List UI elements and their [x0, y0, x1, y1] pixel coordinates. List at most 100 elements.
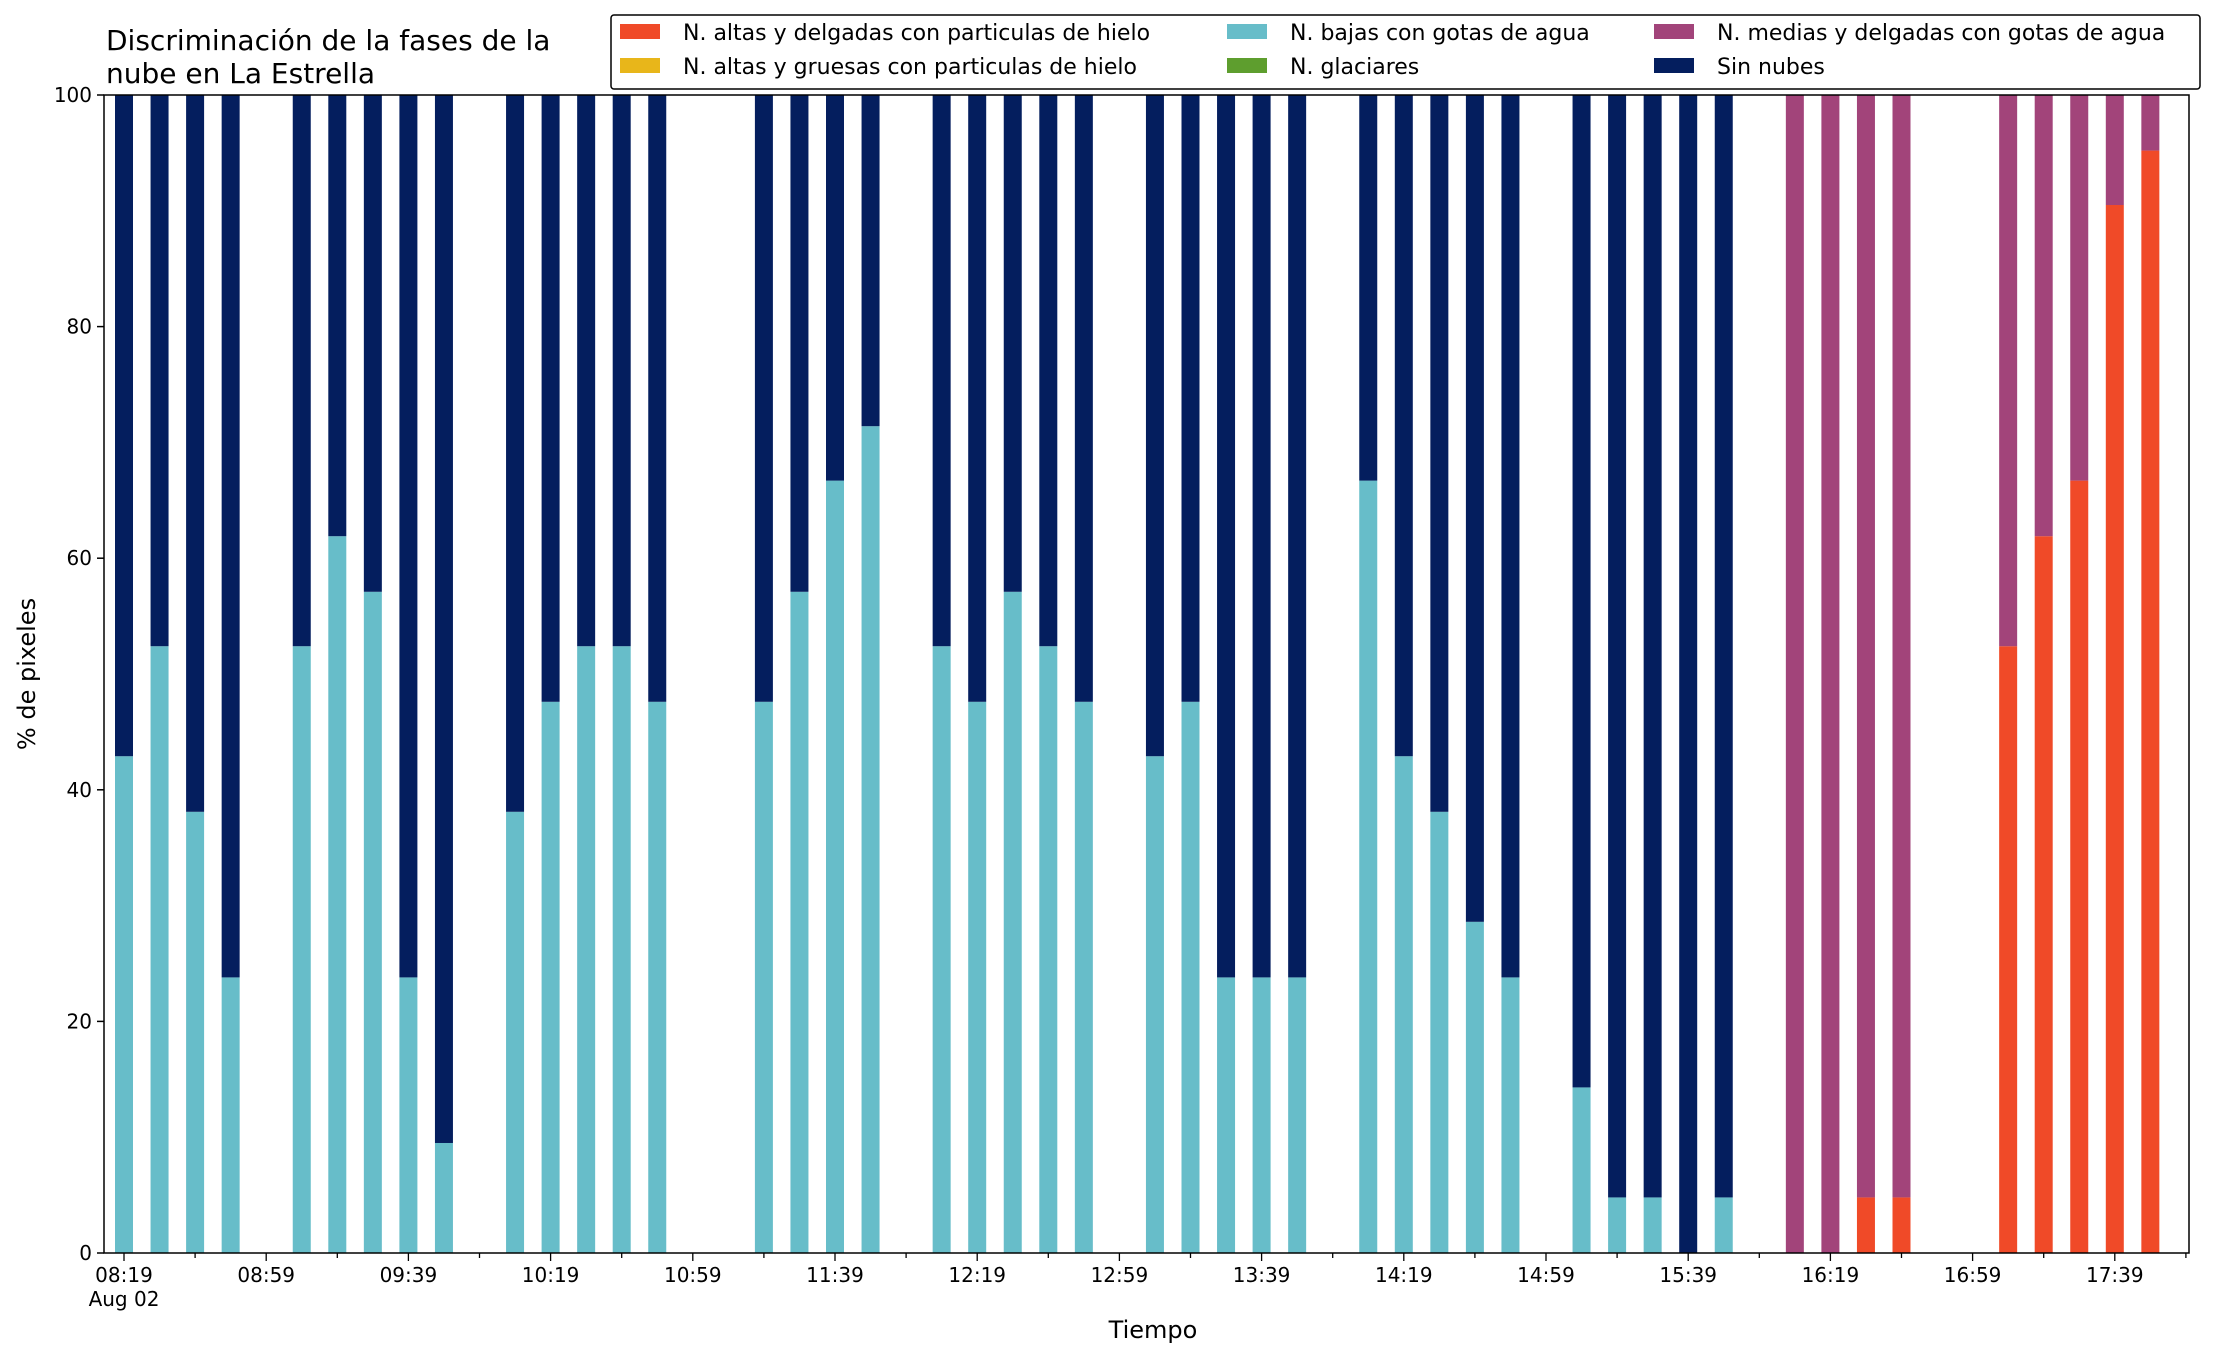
bar-segment-n-bajas-con-gotas-de-agua — [1039, 646, 1058, 1253]
bar-segment-n-altas-y-delgadas-con-particulas-de-hielo — [2034, 536, 2053, 1253]
bar-segment-n-bajas-con-gotas-de-agua — [1359, 480, 1378, 1253]
x-tick-label: 16:59 — [1944, 1263, 2002, 1287]
bar-segment-n-altas-y-delgadas-con-particulas-de-hielo — [1892, 1197, 1911, 1253]
bar-1439 — [1465, 95, 1484, 1253]
bar-segment-sin-nubes — [1003, 95, 1022, 592]
y-axis: 0 20 40 60 80 100 — [54, 83, 104, 1265]
bar-segment-n-bajas-con-gotas-de-agua — [1145, 756, 1164, 1253]
bar-segment-n-bajas-con-gotas-de-agua — [399, 977, 418, 1253]
bar-1729 — [2070, 95, 2089, 1253]
bar-segment-sin-nubes — [968, 95, 987, 702]
bar-1549 — [1714, 95, 1733, 1253]
bar-segment-n-medias-y-delgadas-con-gotas-de-agua — [2141, 95, 2160, 151]
bar-segment-sin-nubes — [399, 95, 418, 978]
legend-frame — [610, 14, 2201, 90]
bar-segment-sin-nubes — [1145, 95, 1164, 757]
bar-segment-n-bajas-con-gotas-de-agua — [1465, 921, 1484, 1253]
bar-segment-sin-nubes — [861, 95, 880, 427]
bar-segment-n-altas-y-delgadas-con-particulas-de-hielo — [2141, 150, 2160, 1254]
bar-segment-n-bajas-con-gotas-de-agua — [932, 646, 951, 1253]
bar-segment-n-altas-y-delgadas-con-particulas-de-hielo — [2070, 480, 2089, 1253]
bar-segment-sin-nubes — [1074, 95, 1093, 702]
bar-0919 — [328, 95, 347, 1253]
bar-segment-n-bajas-con-gotas-de-agua — [1572, 1087, 1591, 1253]
bar-1519 — [1608, 95, 1627, 1253]
bar-segment-n-bajas-con-gotas-de-agua — [1608, 1197, 1627, 1253]
bar-segment-n-bajas-con-gotas-de-agua — [612, 646, 631, 1253]
bar-1139 — [826, 95, 844, 1253]
x-tick-label: 17:39 — [2086, 1263, 2144, 1287]
x-tick-label: 11:39 — [806, 1263, 864, 1287]
bar-1219 — [968, 95, 987, 1253]
bar-segment-n-bajas-con-gotas-de-agua — [328, 536, 347, 1253]
bar-1509 — [1572, 95, 1591, 1253]
bar-0929 — [363, 95, 382, 1253]
x-tick-label: 12:59 — [1091, 1263, 1149, 1287]
y-axis-label: % de pixeles — [13, 598, 41, 750]
bar-1049 — [648, 95, 667, 1253]
bar-segment-sin-nubes — [115, 95, 133, 757]
bar-segment-n-medias-y-delgadas-con-gotas-de-agua — [1892, 95, 1911, 1198]
bar-1339 — [1252, 95, 1271, 1253]
x-axis-label: Tiempo — [1108, 1316, 1198, 1344]
bar-segment-n-bajas-con-gotas-de-agua — [826, 480, 844, 1253]
bar-segment-n-medias-y-delgadas-con-gotas-de-agua — [1821, 95, 1840, 1253]
bar-1619 — [1821, 95, 1840, 1253]
bar-1409 — [1359, 95, 1378, 1253]
legend-swatch-medias-delgadas — [1654, 24, 1694, 39]
bar-1229 — [1003, 95, 1022, 1253]
legend-label-medias-delgadas: N. medias y delgadas con gotas de agua — [1717, 21, 2165, 46]
x-tick-label: 14:59 — [1517, 1263, 1575, 1287]
bar-segment-n-bajas-con-gotas-de-agua — [648, 701, 667, 1253]
bar-1239 — [1039, 95, 1058, 1253]
bar-segment-n-medias-y-delgadas-con-gotas-de-agua — [2070, 95, 2089, 481]
bar-segment-n-bajas-con-gotas-de-agua — [1074, 701, 1093, 1253]
bar-0839 — [186, 95, 205, 1253]
bar-segment-sin-nubes — [1288, 95, 1307, 978]
bar-segment-sin-nubes — [328, 95, 347, 537]
bar-segment-sin-nubes — [1714, 95, 1733, 1198]
bar-segment-sin-nubes — [186, 95, 205, 812]
bar-segment-sin-nubes — [1501, 95, 1520, 978]
bar-1309 — [1145, 95, 1164, 1253]
bar-1449 — [1501, 95, 1520, 1253]
y-tick-label: 80 — [67, 315, 92, 339]
bar-1739 — [2105, 95, 2124, 1253]
bar-segment-n-bajas-con-gotas-de-agua — [1430, 811, 1449, 1253]
bar-segment-sin-nubes — [1181, 95, 1200, 702]
bar-0949 — [434, 95, 453, 1253]
bar-segment-sin-nubes — [221, 95, 240, 978]
plot-frame — [103, 94, 2190, 1254]
x-tick-label: 08:59 — [237, 1263, 295, 1287]
x-tick-date-label: Aug 02 — [89, 1287, 160, 1311]
bar-segment-sin-nubes — [1039, 95, 1058, 647]
bar-segment-n-altas-y-delgadas-con-particulas-de-hielo — [2105, 205, 2124, 1253]
bar-segment-sin-nubes — [826, 95, 844, 481]
bar-1149 — [861, 95, 880, 1253]
bar-1319 — [1181, 95, 1200, 1253]
y-tick-label: 60 — [67, 546, 92, 570]
bar-1019 — [541, 95, 560, 1253]
bar-segment-sin-nubes — [577, 95, 596, 647]
bar-0849 — [221, 95, 240, 1253]
bar-segment-sin-nubes — [292, 95, 311, 647]
x-tick-label: 15:39 — [1659, 1263, 1717, 1287]
x-tick-label: 10:19 — [522, 1263, 580, 1287]
x-tick-label: 13:39 — [1233, 1263, 1291, 1287]
bar-segment-n-bajas-con-gotas-de-agua — [363, 591, 382, 1253]
bar-segment-n-bajas-con-gotas-de-agua — [150, 646, 169, 1253]
bar-0909 — [292, 95, 311, 1253]
legend-swatch-altas-gruesas — [620, 58, 660, 73]
bar-1119 — [754, 95, 773, 1253]
bar-segment-sin-nubes — [1217, 95, 1236, 978]
bar-1529 — [1643, 95, 1662, 1253]
bar-segment-n-bajas-con-gotas-de-agua — [115, 756, 133, 1253]
bar-segment-n-altas-y-delgadas-con-particulas-de-hielo — [1999, 646, 2018, 1253]
bar-segment-n-bajas-con-gotas-de-agua — [292, 646, 311, 1253]
bar-segment-n-medias-y-delgadas-con-gotas-de-agua — [1856, 95, 1875, 1198]
bar-1039 — [612, 95, 631, 1253]
bar-segment-n-bajas-con-gotas-de-agua — [434, 1142, 453, 1253]
legend-label-bajas: N. bajas con gotas de agua — [1290, 21, 1590, 46]
bar-segment-sin-nubes — [1643, 95, 1662, 1198]
